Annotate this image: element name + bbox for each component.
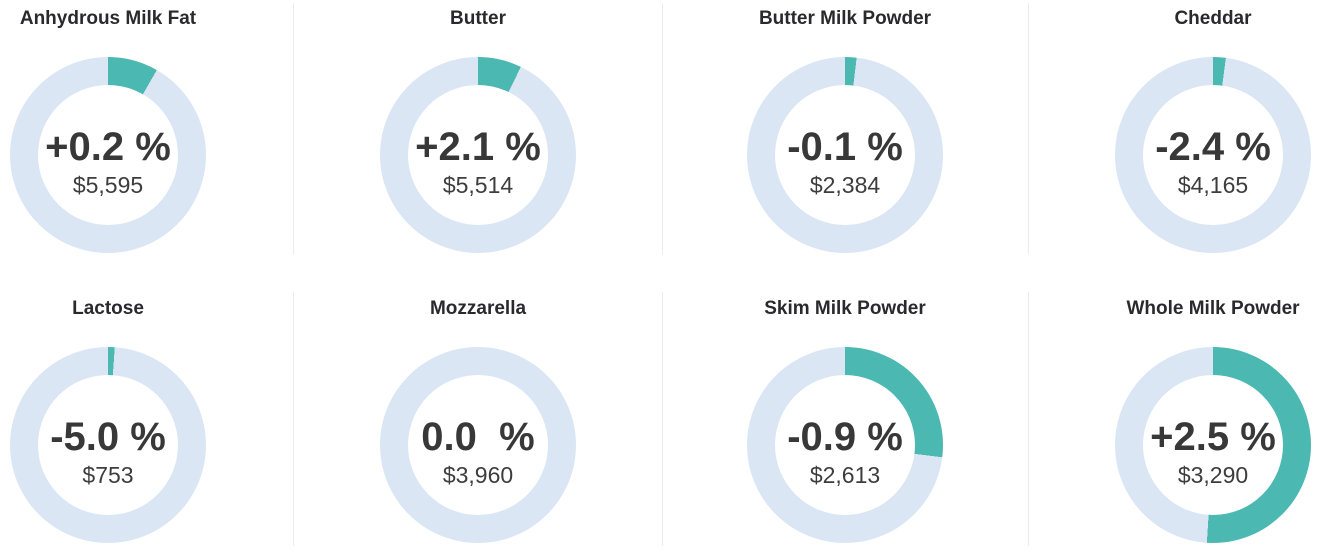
price-value: $3,290 [1177, 462, 1249, 488]
donut-center: -5.0 % $753 [38, 375, 178, 515]
product-donut-card: Lactose -5.0 % $753 [0, 290, 228, 543]
column-divider [293, 3, 294, 254]
price-value: $2,384 [809, 172, 881, 198]
price-value: $2,613 [809, 462, 881, 488]
percent-change-value: +0.2 % [45, 125, 171, 169]
price-value: $3,960 [442, 462, 514, 488]
price-value: $753 [82, 462, 134, 488]
product-title: Butter Milk Powder [758, 8, 932, 29]
donut-chart: +2.1 % $5,514 [380, 57, 576, 253]
donut-center: -0.9 % $2,613 [775, 375, 915, 515]
product-donut-card: Cheddar -2.4 % $4,165 [1093, 0, 1329, 253]
product-title: Whole Milk Powder [1126, 298, 1300, 319]
donut-center: -0.1 % $2,384 [775, 85, 915, 225]
product-title: Lactose [72, 298, 144, 319]
column-divider [662, 292, 663, 546]
donut-chart: +2.5 % $3,290 [1115, 347, 1311, 543]
donut-center: 0.0 % $3,960 [408, 375, 548, 515]
product-title: Anhydrous Milk Fat [19, 8, 197, 29]
product-donut-card: Skim Milk Powder -0.9 % $2,613 [725, 290, 965, 543]
product-title: Butter [450, 8, 506, 29]
percent-change-value: -5.0 % [50, 415, 166, 459]
price-value: $4,165 [1177, 172, 1249, 198]
product-donut-card: Mozzarella 0.0 % $3,960 [358, 290, 598, 543]
donut-center: +2.5 % $3,290 [1143, 375, 1283, 515]
product-donut-card: Butter Milk Powder -0.1 % $2,384 [725, 0, 965, 253]
price-value: $5,595 [72, 172, 144, 198]
donut-chart: -0.9 % $2,613 [747, 347, 943, 543]
percent-change-value: -0.9 % [787, 415, 903, 459]
donut-center: -2.4 % $4,165 [1143, 85, 1283, 225]
product-title: Cheddar [1174, 8, 1252, 29]
donut-chart: +0.2 % $5,595 [10, 57, 206, 253]
column-divider [1028, 292, 1029, 546]
percent-change-value: -0.1 % [787, 125, 903, 169]
product-donut-card: Butter +2.1 % $5,514 [358, 0, 598, 253]
percent-change-value: -2.4 % [1155, 125, 1271, 169]
percent-change-value: +2.5 % [1150, 415, 1276, 459]
column-divider [662, 3, 663, 254]
column-divider [1028, 3, 1029, 254]
percent-change-value: +2.1 % [415, 125, 541, 169]
column-divider [293, 292, 294, 546]
product-title: Skim Milk Powder [764, 298, 926, 319]
donut-center: +0.2 % $5,595 [38, 85, 178, 225]
price-value: $5,514 [442, 172, 514, 198]
product-donut-card: Anhydrous Milk Fat +0.2 % $5,595 [0, 0, 228, 253]
donut-chart: -5.0 % $753 [10, 347, 206, 543]
donut-chart: -2.4 % $4,165 [1115, 57, 1311, 253]
donut-center: +2.1 % $5,514 [408, 85, 548, 225]
product-title: Mozzarella [429, 298, 527, 319]
donut-chart: -0.1 % $2,384 [747, 57, 943, 253]
donut-chart: 0.0 % $3,960 [380, 347, 576, 543]
product-donut-card: Whole Milk Powder +2.5 % $3,290 [1093, 290, 1329, 543]
percent-change-value: 0.0 % [421, 415, 535, 459]
